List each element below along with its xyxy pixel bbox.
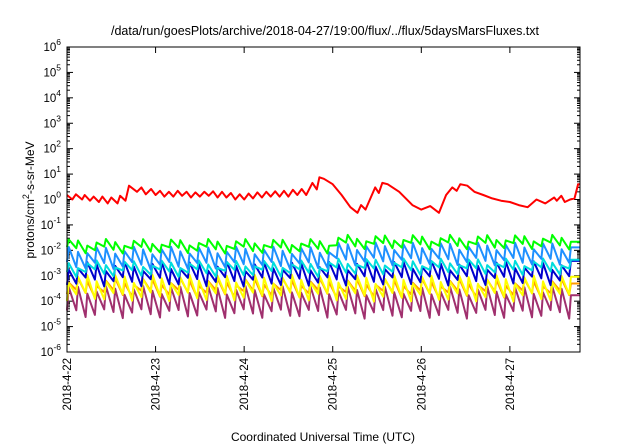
- x-axis-ticks: 2018-4-22 2018-4-23 2018-4-24 2018-4-25 2018…: [62, 47, 517, 410]
- y-tick-label: 10-3: [41, 266, 62, 283]
- y-tick-label: 102: [43, 139, 61, 156]
- y-tick-label: 104: [43, 88, 61, 105]
- y-tick-label: 106: [43, 37, 61, 54]
- y-tick-label: 10-4: [41, 291, 62, 308]
- y-tick-label: 10-6: [41, 342, 62, 359]
- y-tick-label: 101: [43, 164, 61, 181]
- x-tick-label: 2018-4-27: [505, 358, 517, 410]
- chart-title: /data/run/goesPlots/archive/2018-04-27/1…: [111, 24, 540, 38]
- series-layer: [66, 176, 580, 320]
- series-line: [66, 257, 580, 278]
- y-tick-label: 10-5: [41, 317, 62, 334]
- plot-frame: [66, 46, 581, 353]
- y-tick-label: 103: [43, 113, 61, 130]
- y-tick-label: 105: [43, 62, 61, 79]
- x-tick-label: 2018-4-24: [239, 357, 251, 410]
- x-axis-label: Coordinated Universal Time (UTC): [231, 430, 415, 444]
- x-tick-label: 2018-4-23: [151, 358, 163, 410]
- y-tick-label: 10-2: [41, 240, 62, 257]
- series-line: [66, 176, 580, 214]
- y-axis-label: protons/cm2-s-sr-MeV: [21, 141, 37, 258]
- series-line: [66, 284, 580, 320]
- x-tick-label: 2018-4-25: [328, 358, 340, 410]
- x-tick-label: 2018-4-22: [62, 358, 74, 410]
- series-line: [66, 233, 580, 255]
- series-line: [66, 241, 580, 271]
- y-tick-label: 100: [43, 190, 61, 207]
- y-tick-label: 10-1: [41, 215, 62, 232]
- x-tick-label: 2018-4-26: [416, 358, 428, 410]
